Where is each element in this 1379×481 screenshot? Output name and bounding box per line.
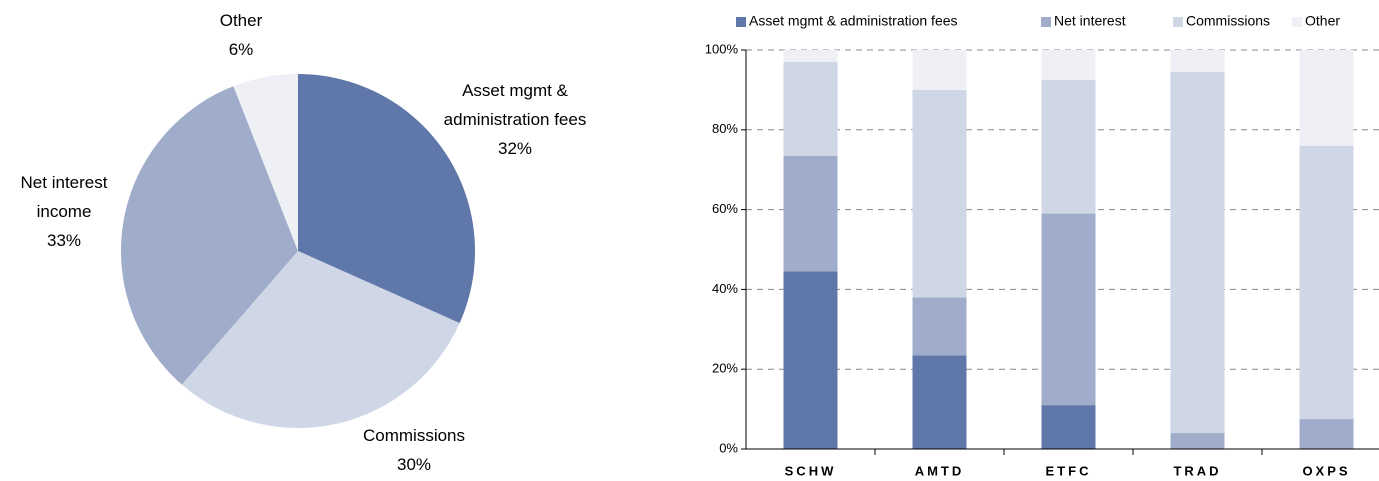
slice-value-label: 33%: [46, 231, 82, 250]
bar-segment: [1299, 419, 1354, 449]
bar-segment: [1041, 213, 1096, 406]
x-tick-label: ETFC: [1046, 463, 1092, 478]
bar-segment: [912, 297, 967, 356]
legend-label: Asset mgmt & administration fees: [749, 13, 958, 29]
slice-label: Asset mgmt & administration fees: [443, 81, 587, 129]
legend-swatch: [736, 17, 746, 27]
legend-swatch: [1173, 17, 1183, 27]
legend-swatch: [1292, 17, 1302, 27]
slice-label: Net interest income: [20, 173, 108, 221]
slice-label: Other: [219, 11, 263, 30]
y-tick-label: 20%: [712, 361, 738, 376]
pie-slice: [121, 86, 298, 385]
x-tick-label: SCHW: [785, 463, 837, 478]
slice-label: Commissions: [362, 426, 466, 445]
legend-label: Commissions: [1186, 13, 1270, 29]
y-tick-label: 100%: [705, 41, 739, 56]
slice-value-label: 6%: [228, 40, 254, 59]
bar-segment: [912, 50, 967, 90]
bar-segment: [1041, 50, 1096, 80]
legend-swatch: [1041, 17, 1051, 27]
bar-segment: [783, 271, 838, 449]
bar-segment: [1170, 71, 1225, 434]
bar-segment: [912, 355, 967, 449]
slice-value-label: 30%: [396, 455, 432, 474]
x-tick-label: TRAD: [1173, 463, 1221, 478]
bar-segment: [783, 61, 838, 156]
legend-label: Net interest: [1054, 13, 1126, 29]
pie-slice: [298, 74, 475, 324]
pie-slice: [181, 251, 460, 429]
y-tick-label: 80%: [712, 121, 738, 136]
bar-segment: [1299, 145, 1354, 420]
bar-segment: [1170, 433, 1225, 449]
x-tick-label: OXPS: [1302, 463, 1350, 478]
bar-segment: [912, 89, 967, 298]
pie-slice: [233, 74, 298, 251]
y-tick-label: 60%: [712, 201, 738, 216]
y-tick-label: 0%: [719, 440, 738, 455]
bar-segment: [1041, 405, 1096, 449]
bar-segment: [1041, 79, 1096, 214]
bar-segment: [783, 155, 838, 272]
bar-segment: [1299, 50, 1354, 146]
x-tick-label: AMTD: [915, 463, 965, 478]
legend-label: Other: [1305, 13, 1340, 29]
slice-value-label: 32%: [497, 139, 533, 158]
bar-segment: [783, 50, 838, 62]
y-tick-label: 40%: [712, 281, 738, 296]
bar-segment: [1170, 50, 1225, 72]
